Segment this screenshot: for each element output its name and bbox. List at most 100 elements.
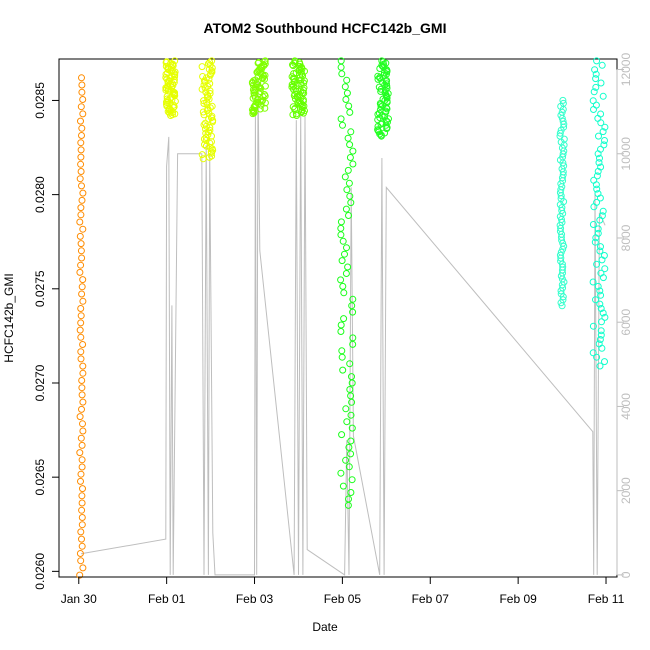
data-point [79, 564, 87, 572]
data-point [346, 192, 354, 200]
data-point [601, 265, 609, 273]
data-point [594, 114, 602, 122]
data-point [348, 373, 355, 381]
data-point [556, 129, 564, 137]
y2-axis: 0 2000 4000 6000 8000 10000 12000 [616, 53, 633, 578]
data-point [77, 557, 85, 565]
data-point [206, 58, 214, 66]
data-point [77, 477, 84, 485]
data-point [296, 59, 303, 66]
data-point [200, 121, 208, 129]
data-point [384, 118, 391, 126]
data-point [78, 124, 86, 132]
data-point [345, 463, 353, 471]
data-point [77, 139, 85, 147]
data-point [599, 92, 607, 100]
series-flight-8 [556, 96, 568, 310]
data-point [206, 61, 214, 69]
data-point [597, 163, 605, 171]
data-point [198, 63, 206, 71]
y-tick-label: 0.0285 [33, 82, 47, 119]
data-point [77, 434, 85, 442]
data-point [289, 74, 297, 82]
data-point [79, 96, 87, 103]
y2-tick-label: 6000 [619, 309, 633, 336]
data-point [342, 405, 350, 413]
data-point [206, 90, 214, 97]
data-point [560, 162, 568, 170]
data-point [292, 85, 300, 93]
data-point [76, 326, 84, 334]
data-point [597, 269, 605, 277]
series-flight-7 [374, 57, 392, 140]
data-point [344, 263, 352, 271]
data-point [591, 66, 599, 74]
data-point [346, 386, 354, 393]
data-point [76, 218, 84, 226]
data-point [198, 151, 206, 159]
data-point [290, 82, 298, 90]
series-flight-2 [162, 57, 179, 119]
data-point [78, 463, 86, 471]
data-point [78, 506, 86, 514]
data-point [375, 109, 383, 117]
data-point [169, 104, 177, 112]
data-point [346, 141, 354, 149]
data-point [380, 63, 388, 71]
data-point [597, 145, 604, 153]
data-point [208, 57, 216, 65]
data-point [79, 427, 87, 435]
data-point [77, 312, 85, 320]
data-point [559, 117, 567, 125]
x-tick-label: Feb 05 [324, 592, 362, 606]
data-point [78, 132, 85, 139]
data-point [76, 175, 84, 183]
data-point [594, 225, 602, 233]
data-point [171, 57, 179, 65]
data-point [593, 260, 601, 268]
series-flight-6 [337, 57, 357, 509]
data-point [206, 124, 214, 132]
data-point [78, 254, 86, 262]
data-point [261, 57, 269, 65]
data-point [598, 61, 606, 69]
data-point [162, 59, 170, 66]
data-point [597, 305, 605, 312]
data-point [341, 83, 349, 91]
data-point [348, 424, 356, 432]
data-point [289, 103, 297, 111]
y2-tick-label: 2000 [619, 477, 633, 504]
data-point [79, 189, 87, 197]
x-tick-label: Feb 11 [588, 592, 625, 606]
data-point [208, 102, 216, 110]
data-point [559, 96, 567, 104]
x-axis-label: Date [312, 620, 338, 634]
data-point [341, 173, 349, 181]
data-point [206, 80, 214, 88]
data-point [78, 182, 85, 190]
data-point [166, 109, 174, 117]
data-point [599, 207, 607, 215]
data-point [339, 282, 347, 290]
data-point [559, 99, 567, 107]
data-point [77, 319, 85, 327]
y-axis: 0.0260 0.0265 0.0270 0.0275 0.0280 0.0285 [33, 82, 60, 590]
y-tick-label: 0.0260 [33, 553, 47, 590]
x-tick-label: Feb 01 [148, 592, 186, 606]
data-point [76, 268, 84, 276]
data-point [76, 449, 84, 457]
data-point [598, 344, 606, 352]
data-point [337, 218, 345, 226]
data-point [593, 353, 601, 361]
data-point [589, 278, 597, 286]
data-point [347, 489, 355, 496]
data-point [337, 328, 345, 335]
data-point [592, 83, 600, 91]
data-point [344, 166, 352, 174]
data-point [337, 224, 345, 232]
data-point [77, 146, 85, 154]
data-point [597, 327, 605, 335]
data-point [77, 333, 85, 341]
x-tick-label: Jan 30 [61, 592, 97, 606]
data-point [77, 305, 85, 312]
